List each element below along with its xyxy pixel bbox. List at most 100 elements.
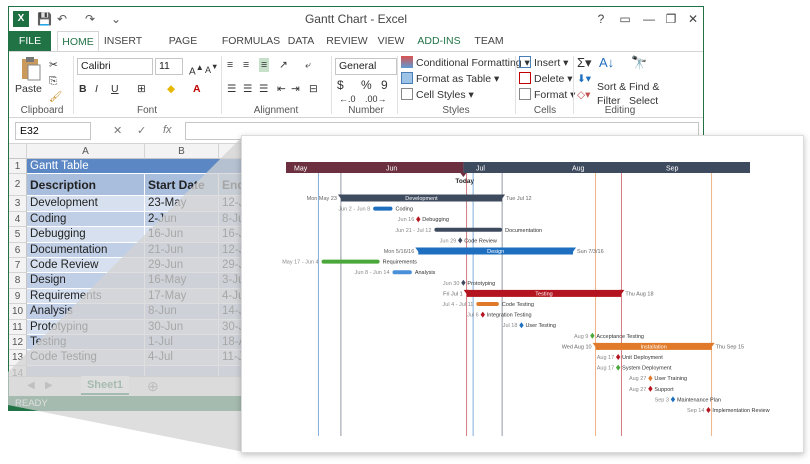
ribbon-display-icon[interactable]: ▭ xyxy=(619,12,631,26)
paste-icon[interactable] xyxy=(17,56,45,84)
table-cell[interactable]: Design xyxy=(27,273,145,289)
milestone-diamond-icon[interactable] xyxy=(590,332,595,339)
table-cell[interactable]: 17-May xyxy=(145,288,219,305)
insert-cells-button[interactable]: Insert ▾ xyxy=(519,56,568,70)
table-cell[interactable]: 21-Jun xyxy=(145,242,219,258)
table-cell[interactable]: 29-Jun xyxy=(145,258,219,274)
name-box[interactable]: E32 xyxy=(15,122,91,140)
format-as-table-button[interactable]: Format as Table ▾ xyxy=(401,72,499,86)
table-cell[interactable]: Debugging xyxy=(27,227,145,243)
milestone-diamond-icon[interactable] xyxy=(615,364,621,371)
tab-home[interactable]: HOME xyxy=(57,31,99,52)
close-icon[interactable]: ✕ xyxy=(687,12,699,26)
align-right-icon[interactable]: ☰ xyxy=(259,83,269,95)
tab-page-layout[interactable]: PAGE LAYOUT xyxy=(162,35,203,68)
bold-button[interactable]: B xyxy=(79,83,87,95)
find-select-button[interactable]: Find & Select xyxy=(629,81,660,107)
cancel-icon[interactable]: ✕ xyxy=(113,125,123,137)
number-format-dropdown[interactable]: General xyxy=(335,58,397,75)
milestone-diamond-icon[interactable] xyxy=(461,279,466,286)
table-cell[interactable]: 30-Jun xyxy=(145,319,219,335)
table-cell[interactable]: 2-Jun xyxy=(145,211,219,228)
align-middle-icon[interactable]: ≡ xyxy=(243,59,250,71)
row-header[interactable]: 12 xyxy=(9,335,27,351)
table-cell[interactable]: Documentation xyxy=(27,242,145,258)
table-header-cell[interactable]: Description xyxy=(27,174,145,197)
new-sheet-icon[interactable]: ⊕ xyxy=(147,378,159,394)
table-cell[interactable]: Code Review xyxy=(27,258,145,274)
table-header-cell[interactable]: Start Date xyxy=(145,174,219,197)
format-cells-button[interactable]: Format ▾ xyxy=(519,88,575,102)
table-cell[interactable]: Analysis xyxy=(27,304,145,320)
table-cell[interactable]: Code Testing xyxy=(27,350,145,366)
summary-bar[interactable] xyxy=(418,247,574,255)
row-header[interactable]: 13 xyxy=(9,350,27,366)
row-header[interactable]: 6 xyxy=(9,242,27,258)
borders-icon[interactable]: ⊞ xyxy=(137,83,146,95)
enter-icon[interactable]: ✓ xyxy=(137,125,147,137)
task-bar[interactable] xyxy=(434,227,503,232)
delete-cells-button[interactable]: Delete ▾ xyxy=(519,72,573,86)
row-header[interactable]: 11 xyxy=(9,319,27,335)
milestone-diamond-icon[interactable] xyxy=(457,237,463,244)
tab-team[interactable]: TEAM xyxy=(474,35,504,47)
milestone-diamond-icon[interactable] xyxy=(416,216,421,223)
tab-review[interactable]: REVIEW xyxy=(326,35,368,47)
tab-add-ins[interactable]: ADD-INS xyxy=(417,35,461,47)
increase-indent-icon[interactable]: ⇥ xyxy=(291,83,300,95)
summary-bar[interactable] xyxy=(595,342,712,350)
tab-file[interactable]: FILE xyxy=(9,31,51,52)
row-header[interactable]: 2 xyxy=(9,174,27,197)
underline-button[interactable]: U xyxy=(111,83,119,95)
help-icon[interactable]: ? xyxy=(597,12,605,26)
merge-center-icon[interactable]: ⊟ xyxy=(309,83,318,95)
table-cell[interactable]: Development xyxy=(27,196,145,212)
select-all-corner[interactable] xyxy=(9,144,27,159)
cell-styles-button[interactable]: Cell Styles ▾ xyxy=(401,88,474,102)
column-header[interactable]: A xyxy=(27,144,145,159)
fill-icon[interactable]: ⬇▾ xyxy=(577,73,592,85)
shrink-font-icon[interactable]: A▼ xyxy=(205,62,219,75)
row-header[interactable]: 1 xyxy=(9,159,27,175)
row-header[interactable]: 3 xyxy=(9,196,27,212)
increase-decimal-icon[interactable]: ←.0 xyxy=(339,94,356,104)
milestone-diamond-icon[interactable] xyxy=(670,396,676,403)
wrap-text-icon[interactable]: ⤶ xyxy=(305,59,311,71)
tab-formulas[interactable]: FORMULAS xyxy=(221,35,281,47)
currency-button[interactable]: $ xyxy=(337,78,344,92)
row-header[interactable]: 9 xyxy=(9,288,27,305)
grow-font-icon[interactable]: A▲ xyxy=(189,62,204,78)
font-size-dropdown[interactable]: 11 xyxy=(155,58,183,75)
italic-button[interactable]: I xyxy=(95,83,98,95)
cut-icon[interactable]: ✂ xyxy=(49,59,58,71)
table-cell[interactable]: Coding xyxy=(27,211,145,228)
table-cell[interactable]: 4-Jul xyxy=(145,350,219,366)
align-top-icon[interactable]: ≡ xyxy=(227,59,234,71)
tab-view[interactable]: VIEW xyxy=(377,35,405,47)
tab-insert[interactable]: INSERT xyxy=(103,35,143,47)
prev-sheet-icon[interactable]: ◀ xyxy=(27,380,35,391)
minimize-icon[interactable]: — xyxy=(643,12,655,26)
table-cell[interactable]: Prototyping xyxy=(27,319,145,335)
summary-bar[interactable] xyxy=(340,194,503,202)
customize-qat-icon[interactable]: ⌄ xyxy=(111,12,122,26)
row-header[interactable]: 8 xyxy=(9,273,27,289)
table-cell[interactable]: 8-Jun xyxy=(145,304,219,320)
fill-color-icon[interactable]: ◆ xyxy=(167,83,176,95)
row-header[interactable]: 10 xyxy=(9,304,27,320)
tab-data[interactable]: DATA xyxy=(287,35,315,47)
autosum-icon[interactable]: Σ▾ xyxy=(577,55,592,70)
decrease-decimal-icon[interactable]: .00→ xyxy=(365,94,387,104)
align-left-icon[interactable]: ☰ xyxy=(227,83,237,95)
save-icon[interactable]: 💾 xyxy=(37,12,52,26)
sheet-tab[interactable]: Sheet1 xyxy=(81,376,129,395)
milestone-diamond-icon[interactable] xyxy=(519,322,524,329)
task-bar[interactable] xyxy=(476,302,499,306)
font-color-icon[interactable]: A xyxy=(193,83,201,95)
comma-button[interactable]: 9 xyxy=(381,78,388,92)
font-name-dropdown[interactable]: Calibri xyxy=(77,58,153,75)
align-bottom-icon[interactable]: ≡ xyxy=(259,58,270,72)
milestone-diamond-icon[interactable] xyxy=(648,385,653,392)
clear-icon[interactable]: ◇▾ xyxy=(577,89,591,101)
insert-function-icon[interactable]: fx xyxy=(163,124,172,136)
